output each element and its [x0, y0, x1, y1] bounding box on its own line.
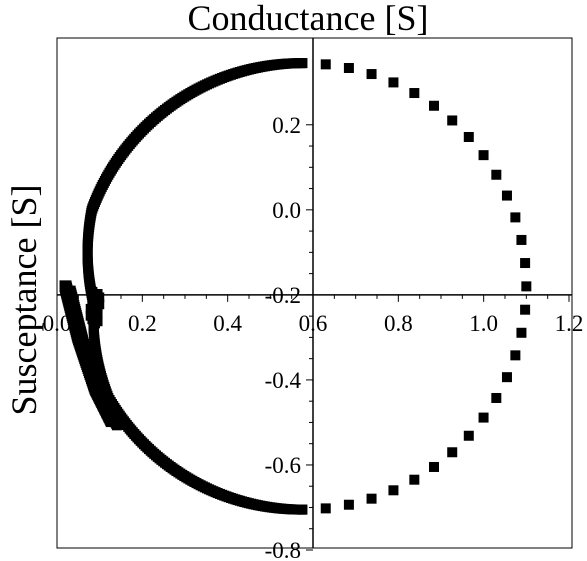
data-point [501, 190, 512, 201]
data-point [428, 461, 439, 472]
y-tick-label: 0.0 [272, 198, 301, 223]
data-point [520, 304, 531, 315]
data-point [463, 430, 474, 441]
data-point [111, 420, 122, 431]
data-point [510, 350, 521, 361]
data-point [320, 503, 331, 514]
y-tick-label: 0.2 [272, 113, 301, 138]
data-point [463, 131, 474, 142]
data-point [447, 447, 458, 458]
data-point [491, 169, 502, 180]
x-tick-label: 0.4 [213, 311, 242, 336]
x-tick-label: 0.8 [384, 311, 413, 336]
axes [57, 38, 572, 548]
data-point [388, 485, 399, 496]
y-tick-label: -0.2 [265, 283, 301, 308]
data-point [92, 289, 103, 300]
y-tick-label: -0.6 [265, 453, 301, 478]
data-point [520, 258, 531, 269]
data-point [343, 63, 354, 74]
data-point [510, 212, 521, 223]
x-tick-label: 0.6 [299, 311, 328, 336]
data-point [343, 499, 354, 510]
data-point [428, 100, 439, 111]
x-tick-label: 1.0 [469, 311, 498, 336]
data-point [521, 281, 532, 292]
data-point [447, 115, 458, 126]
data-point [478, 150, 489, 161]
data-point [491, 392, 502, 403]
x-tick-label: 0.2 [128, 311, 157, 336]
data-points [59, 58, 532, 515]
y-tick-label: -0.4 [265, 368, 302, 393]
data-point [409, 474, 420, 485]
data-point [297, 504, 308, 515]
data-point [516, 327, 527, 338]
data-point [501, 372, 512, 383]
x-axis-title: Conductance [S] [188, 0, 429, 38]
data-point [388, 77, 399, 88]
data-point [320, 59, 331, 70]
y-axis-title: Susceptance [S] [4, 185, 44, 416]
data-point [409, 88, 420, 99]
data-point [516, 234, 527, 245]
data-point [366, 493, 377, 504]
plot-frame [56, 37, 573, 549]
data-point [366, 69, 377, 80]
x-tick-label: 1.2 [555, 311, 584, 336]
data-point [478, 412, 489, 423]
y-tick-label: -0.8 [265, 538, 301, 561]
